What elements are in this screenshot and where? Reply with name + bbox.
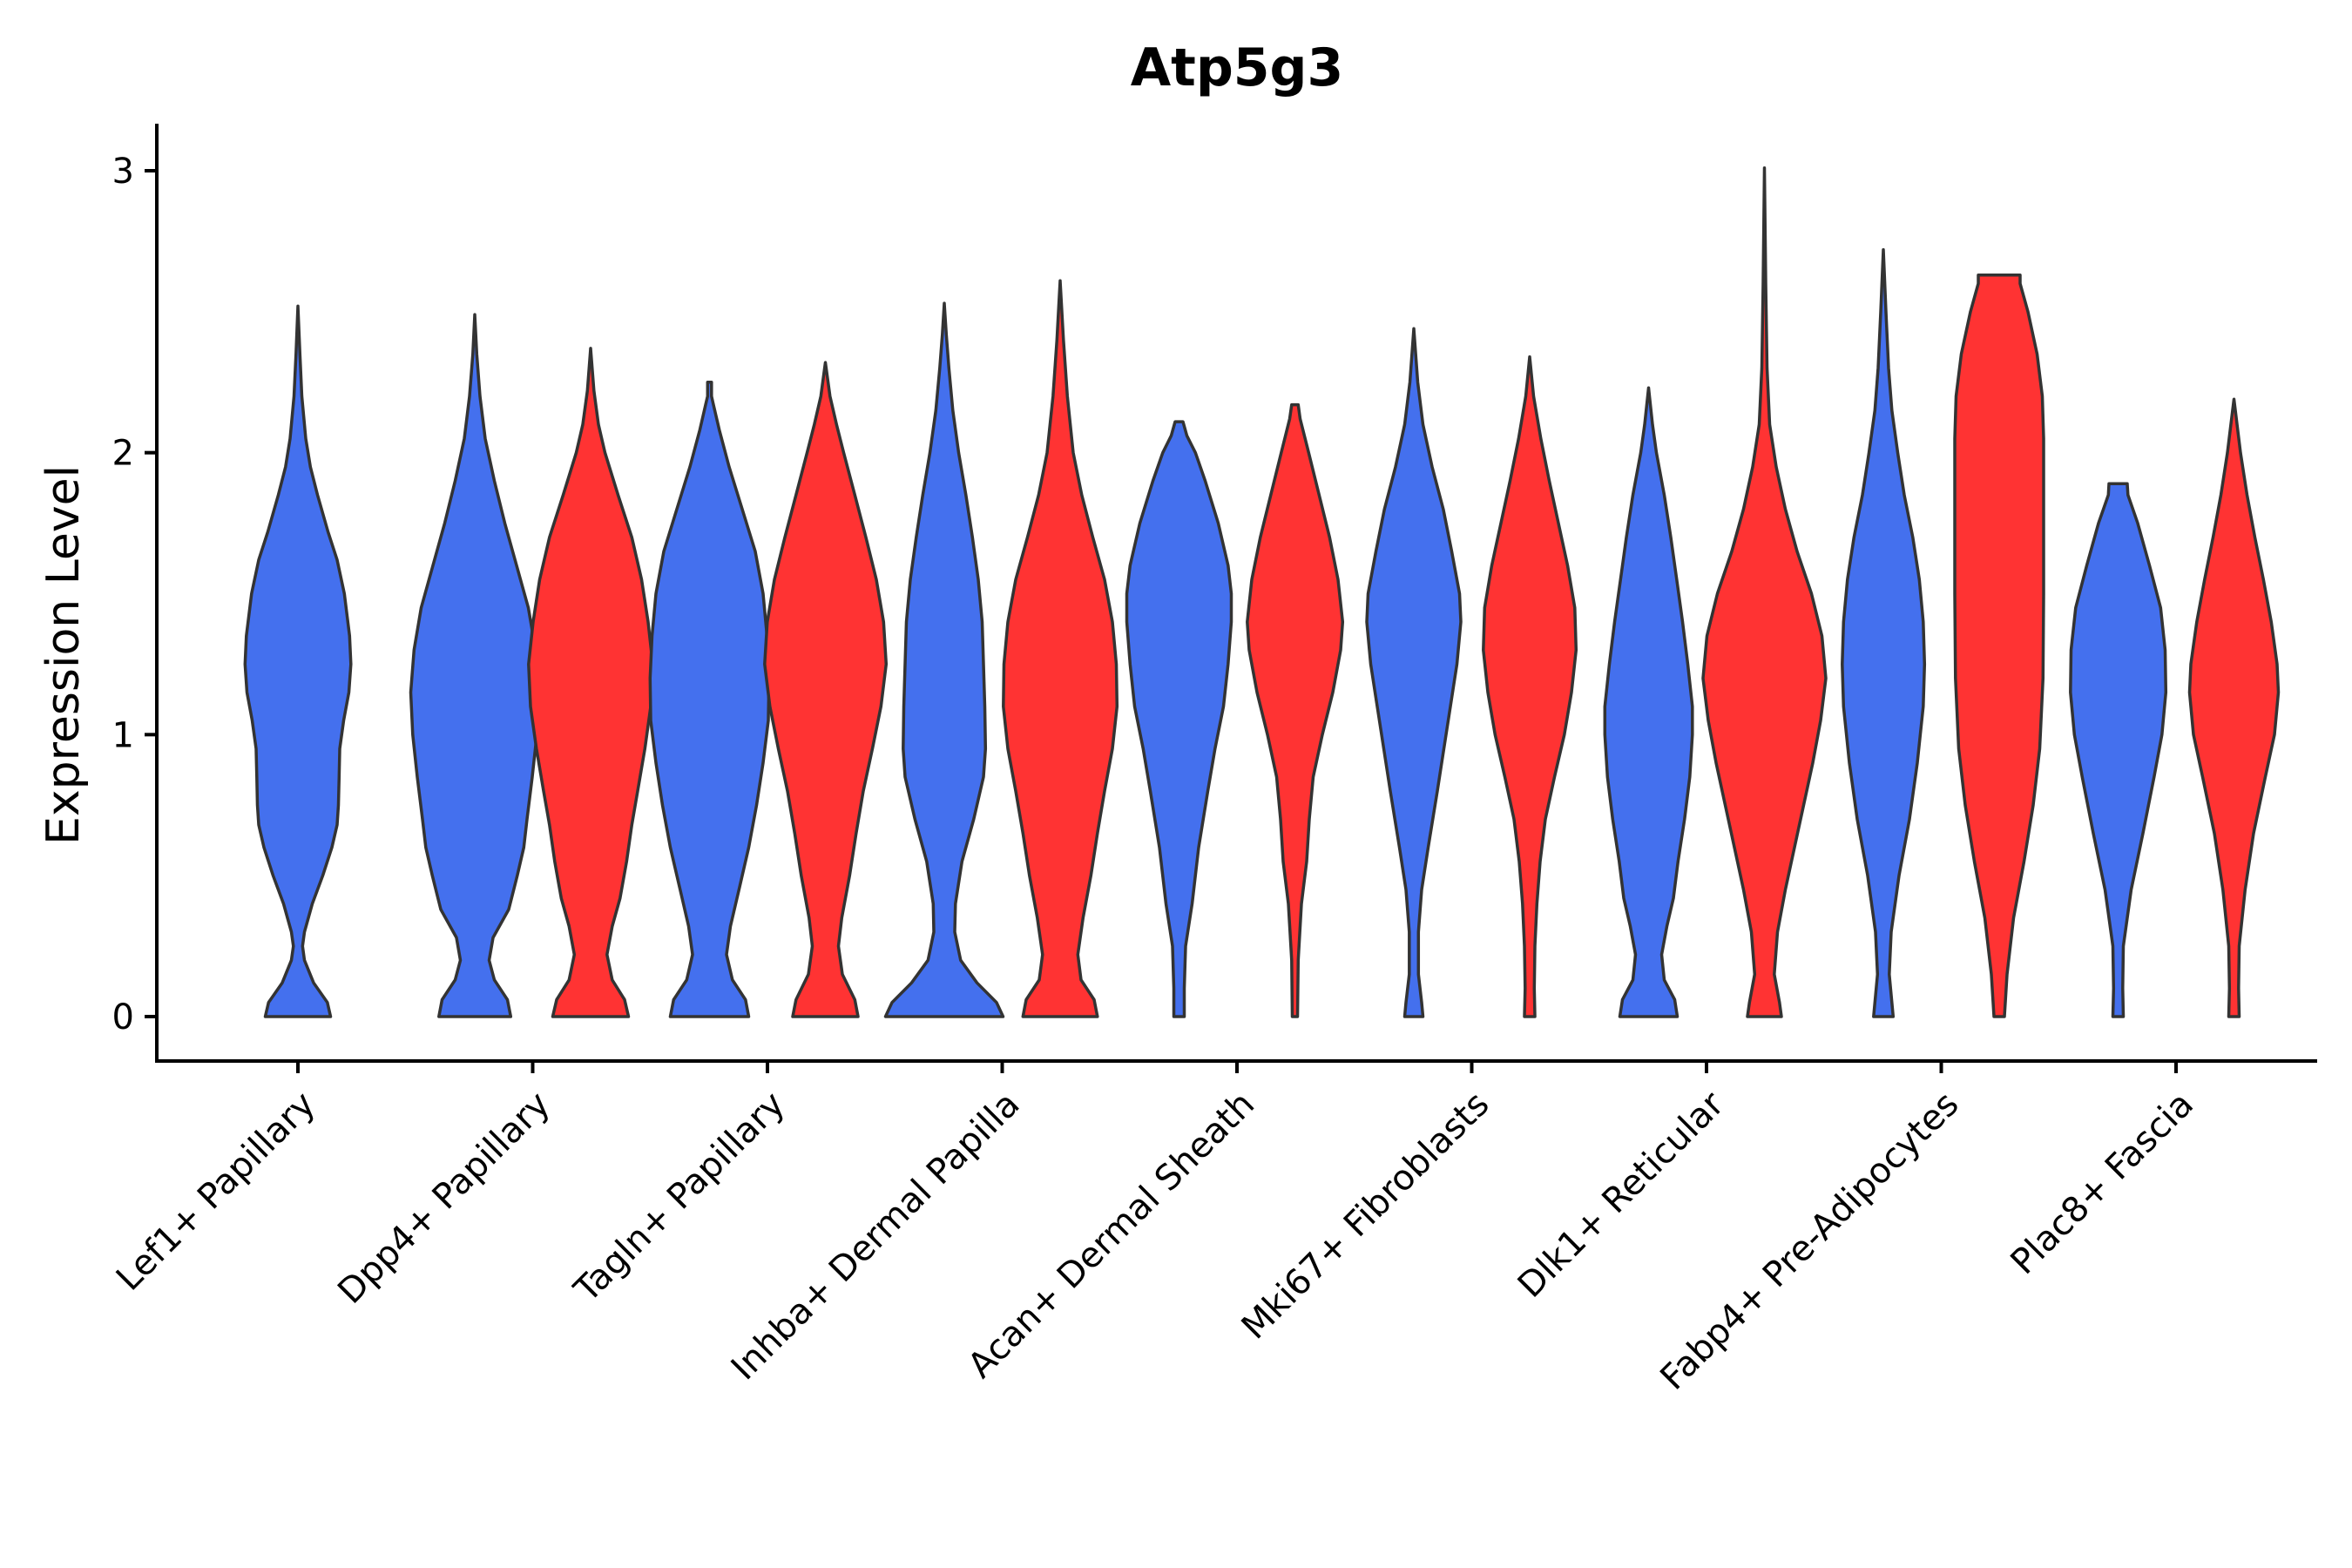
violin-group_b — [1701, 166, 1828, 1018]
violin-group_a — [243, 304, 353, 1018]
violin-group_b — [527, 347, 655, 1018]
violin-group_a — [409, 313, 541, 1018]
violin-group_a — [1603, 386, 1694, 1018]
x-tick-label: Plac8+ Fascia — [2004, 1085, 2202, 1283]
violin-group_b — [1953, 274, 2045, 1018]
y-axis-label: Expression Level — [37, 465, 90, 845]
violin-group_a — [648, 381, 771, 1018]
x-tick-label: Dlk1+ Reticular — [1511, 1084, 1733, 1306]
violin-group_a — [1365, 327, 1463, 1018]
violin-group_a — [1125, 420, 1233, 1018]
y-tick-label: 3 — [112, 152, 134, 192]
x-ticks: Lef1+ Papillary Dpp4+ Papillary Tagln+ Pap… — [109, 1061, 2201, 1398]
chart-title: Atp5g3 — [1131, 37, 1344, 98]
violin-group_a — [1841, 247, 1927, 1018]
violin-group — [243, 166, 2281, 1018]
violin-group_a — [883, 301, 1005, 1018]
y-tick-label: 2 — [112, 434, 134, 474]
violin-group_b — [1246, 402, 1345, 1018]
violin-group_b — [1482, 355, 1578, 1018]
violin-group_a — [2069, 482, 2168, 1018]
x-tick-label: Dpp4+ Papillary — [330, 1085, 558, 1312]
x-tick-label: Mki67+ Fibroblasts — [1234, 1085, 1497, 1348]
x-tick-label: Tagln+ Papillary — [566, 1085, 793, 1311]
violin-group_b — [1002, 279, 1119, 1018]
y-tick-label: 1 — [112, 715, 134, 755]
violin-group_b — [2187, 397, 2281, 1018]
x-tick-label: Lef1+ Papillary — [109, 1085, 323, 1299]
y-ticks: 0 1 2 3 — [112, 152, 157, 1037]
violin-group_b — [763, 361, 889, 1018]
y-tick-label: 0 — [112, 997, 134, 1037]
